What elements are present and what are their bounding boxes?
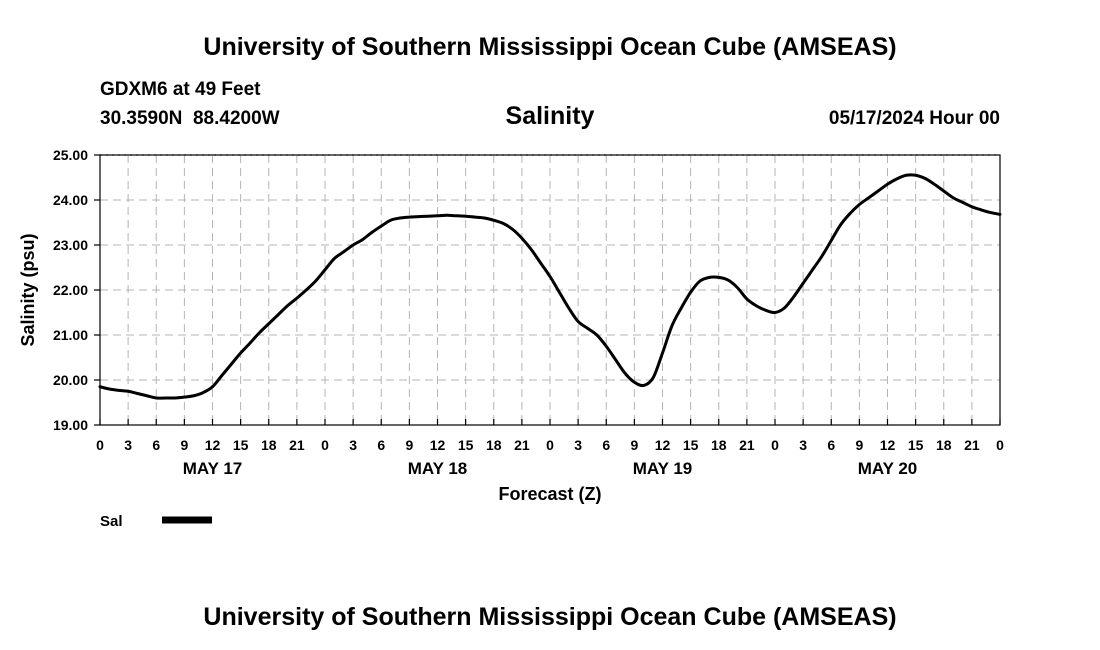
station-label: GDXM6 at 49 Feet bbox=[100, 79, 261, 100]
x-tick-label: 3 bbox=[349, 437, 357, 453]
y-axis-label: Salinity (psu) bbox=[18, 233, 38, 346]
bottom-title: University of Southern Mississippi Ocean… bbox=[203, 603, 896, 631]
x-tick-label: 0 bbox=[771, 437, 779, 453]
grid bbox=[100, 154, 1000, 425]
x-tick-label: 18 bbox=[486, 437, 502, 453]
coordinates-label: 30.3590N 88.4200W bbox=[100, 108, 280, 129]
day-label: MAY 18 bbox=[408, 459, 468, 478]
x-tick-label: 0 bbox=[96, 437, 104, 453]
chart-title: Salinity bbox=[506, 102, 595, 130]
x-tick-label: 0 bbox=[321, 437, 329, 453]
day-label: MAY 19 bbox=[633, 459, 693, 478]
y-tick-label: 22.00 bbox=[53, 282, 88, 298]
x-axis: 0 3 6 9 12 15 18 21 0 3 6 9 12 15 18 21 0 3 6 9 12 15 18 21 0 3 6 9… bbox=[96, 419, 1004, 453]
x-tick-label: 9 bbox=[180, 437, 188, 453]
y-tick-label: 21.00 bbox=[53, 327, 88, 343]
x-tick-label: 12 bbox=[430, 437, 446, 453]
x-tick-label: 21 bbox=[964, 437, 980, 453]
x-tick-label: 18 bbox=[261, 437, 277, 453]
x-tick-label: 15 bbox=[233, 437, 249, 453]
x-tick-label: 21 bbox=[289, 437, 305, 453]
top-title: University of Southern Mississippi Ocean… bbox=[203, 33, 896, 61]
x-tick-label: 0 bbox=[996, 437, 1004, 453]
y-tick-label: 25.00 bbox=[53, 147, 88, 163]
x-tick-label: 0 bbox=[546, 437, 554, 453]
x-tick-label: 9 bbox=[630, 437, 638, 453]
y-tick-label: 23.00 bbox=[53, 237, 88, 253]
y-tick-label: 24.00 bbox=[53, 192, 88, 208]
x-tick-label: 18 bbox=[936, 437, 952, 453]
x-axis-label: Forecast (Z) bbox=[498, 484, 601, 504]
y-tick-label: 20.00 bbox=[53, 372, 88, 388]
day-labels: MAY 17 MAY 18 MAY 19 MAY 20 bbox=[183, 459, 918, 478]
x-tick-label: 3 bbox=[574, 437, 582, 453]
x-tick-label: 15 bbox=[683, 437, 699, 453]
x-tick-label: 21 bbox=[514, 437, 530, 453]
x-tick-label: 3 bbox=[799, 437, 807, 453]
x-tick-label: 12 bbox=[205, 437, 221, 453]
y-axis: 19.00 20.00 21.00 22.00 23.00 24.00 25.00 bbox=[53, 147, 100, 433]
x-tick-label: 6 bbox=[602, 437, 610, 453]
day-label: MAY 17 bbox=[183, 459, 243, 478]
x-tick-label: 6 bbox=[152, 437, 160, 453]
x-tick-label: 15 bbox=[908, 437, 924, 453]
plot-frame bbox=[99, 154, 1001, 426]
x-tick-label: 9 bbox=[405, 437, 413, 453]
x-tick-label: 21 bbox=[739, 437, 755, 453]
x-tick-label: 12 bbox=[880, 437, 896, 453]
x-tick-label: 9 bbox=[855, 437, 863, 453]
series-line-sal bbox=[98, 173, 1002, 400]
x-tick-label: 12 bbox=[655, 437, 671, 453]
forecast-datetime: 05/17/2024 Hour 00 bbox=[829, 108, 1000, 129]
day-label: MAY 20 bbox=[858, 459, 918, 478]
x-tick-label: 18 bbox=[711, 437, 727, 453]
x-tick-label: 6 bbox=[377, 437, 385, 453]
x-tick-label: 15 bbox=[458, 437, 474, 453]
legend-label: Sal bbox=[100, 513, 123, 530]
x-tick-label: 3 bbox=[124, 437, 132, 453]
y-tick-label: 19.00 bbox=[53, 417, 88, 433]
x-tick-label: 6 bbox=[827, 437, 835, 453]
